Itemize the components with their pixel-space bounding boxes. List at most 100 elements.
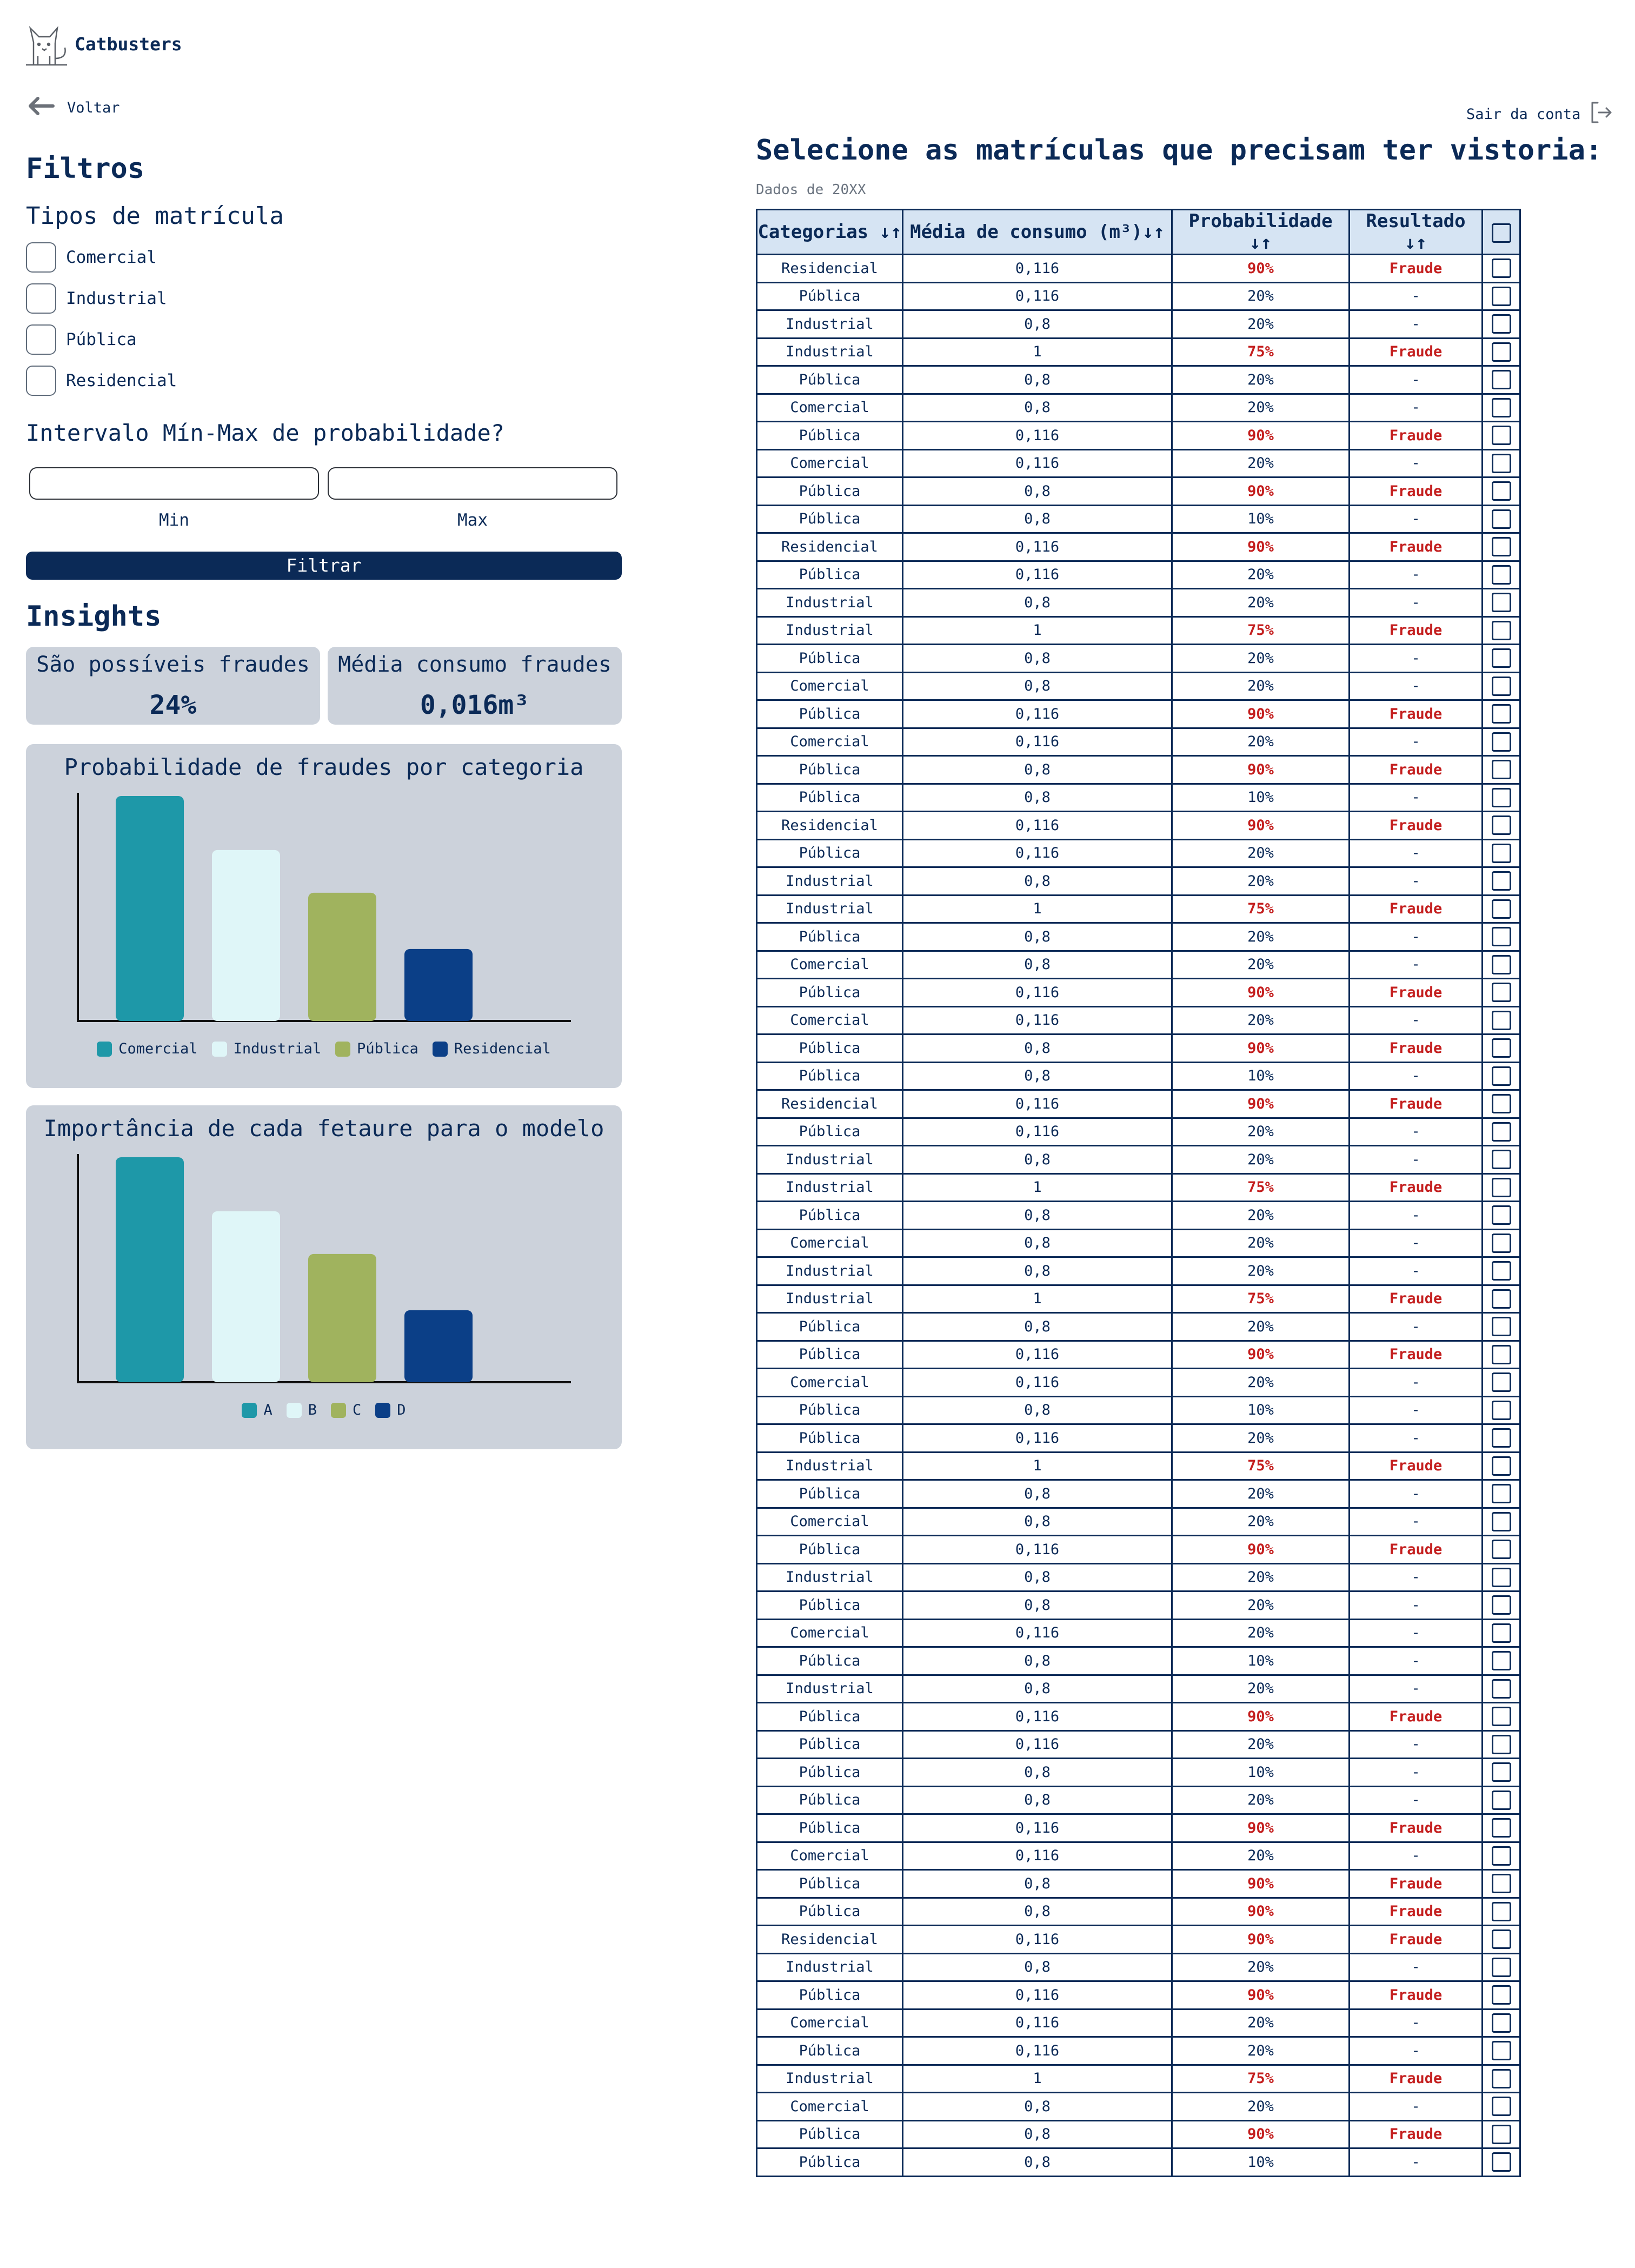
row-checkbox[interactable] bbox=[1491, 1289, 1511, 1309]
row-checkbox[interactable] bbox=[1491, 2152, 1511, 2172]
row-select-cell[interactable] bbox=[1481, 560, 1521, 589]
row-select-cell[interactable] bbox=[1481, 1172, 1521, 1202]
row-checkbox[interactable] bbox=[1491, 2124, 1511, 2144]
select-all-cell[interactable] bbox=[1481, 209, 1521, 255]
filter-option-residencial[interactable]: Residencial bbox=[26, 366, 177, 396]
row-select-cell[interactable] bbox=[1481, 727, 1521, 757]
row-select-cell[interactable] bbox=[1481, 894, 1521, 924]
row-checkbox[interactable] bbox=[1491, 1707, 1511, 1727]
row-select-cell[interactable] bbox=[1481, 1005, 1521, 1035]
row-select-cell[interactable] bbox=[1481, 1423, 1521, 1453]
row-select-cell[interactable] bbox=[1481, 1590, 1521, 1620]
row-select-cell[interactable] bbox=[1481, 1813, 1521, 1843]
row-checkbox[interactable] bbox=[1491, 983, 1511, 1003]
row-checkbox[interactable] bbox=[1491, 1985, 1511, 2005]
column-header-probability[interactable]: Probabilidade ↓↑ bbox=[1171, 209, 1350, 255]
row-checkbox[interactable] bbox=[1491, 426, 1511, 446]
row-select-cell[interactable] bbox=[1481, 2008, 1521, 2038]
row-select-cell[interactable] bbox=[1481, 1061, 1521, 1091]
row-checkbox[interactable] bbox=[1491, 1066, 1511, 1086]
column-header-result[interactable]: Resultado ↓↑ bbox=[1348, 209, 1483, 255]
row-select-cell[interactable] bbox=[1481, 588, 1521, 618]
row-checkbox[interactable] bbox=[1491, 1038, 1511, 1058]
row-select-cell[interactable] bbox=[1481, 1952, 1521, 1982]
row-checkbox[interactable] bbox=[1491, 1846, 1511, 1866]
row-select-cell[interactable] bbox=[1481, 393, 1521, 422]
row-checkbox[interactable] bbox=[1491, 927, 1511, 947]
row-select-cell[interactable] bbox=[1481, 699, 1521, 729]
row-checkbox[interactable] bbox=[1491, 342, 1511, 362]
row-select-cell[interactable] bbox=[1481, 254, 1521, 283]
checkbox[interactable] bbox=[26, 242, 56, 273]
row-checkbox[interactable] bbox=[1491, 1261, 1511, 1281]
row-checkbox[interactable] bbox=[1491, 1317, 1511, 1337]
row-checkbox[interactable] bbox=[1491, 760, 1511, 780]
checkbox[interactable] bbox=[26, 324, 56, 355]
row-checkbox[interactable] bbox=[1491, 314, 1511, 334]
row-checkbox[interactable] bbox=[1491, 2097, 1511, 2117]
row-checkbox[interactable] bbox=[1491, 1150, 1511, 1170]
row-select-cell[interactable] bbox=[1481, 811, 1521, 840]
row-select-cell[interactable] bbox=[1481, 1729, 1521, 1759]
row-select-cell[interactable] bbox=[1481, 2036, 1521, 2066]
row-select-cell[interactable] bbox=[1481, 309, 1521, 339]
row-checkbox[interactable] bbox=[1491, 2013, 1511, 2033]
row-select-cell[interactable] bbox=[1481, 1451, 1521, 1481]
row-select-cell[interactable] bbox=[1481, 1145, 1521, 1175]
row-checkbox[interactable] bbox=[1491, 1790, 1511, 1810]
row-checkbox[interactable] bbox=[1491, 1567, 1511, 1587]
row-checkbox[interactable] bbox=[1491, 1734, 1511, 1754]
row-select-cell[interactable] bbox=[1481, 532, 1521, 562]
row-select-cell[interactable] bbox=[1481, 281, 1521, 311]
row-select-cell[interactable] bbox=[1481, 504, 1521, 534]
row-select-cell[interactable] bbox=[1481, 448, 1521, 478]
row-select-cell[interactable] bbox=[1481, 1256, 1521, 1286]
row-select-cell[interactable] bbox=[1481, 2064, 1521, 2093]
logout-button[interactable]: Sair da conta bbox=[1466, 101, 1613, 128]
row-checkbox[interactable] bbox=[1491, 1484, 1511, 1504]
row-select-cell[interactable] bbox=[1481, 1702, 1521, 1732]
row-checkbox[interactable] bbox=[1491, 1929, 1511, 1949]
row-checkbox[interactable] bbox=[1491, 1957, 1511, 1977]
row-checkbox[interactable] bbox=[1491, 1901, 1511, 1921]
row-checkbox[interactable] bbox=[1491, 732, 1511, 752]
row-checkbox[interactable] bbox=[1491, 2068, 1511, 2088]
row-checkbox[interactable] bbox=[1491, 1818, 1511, 1838]
row-select-cell[interactable] bbox=[1481, 1674, 1521, 1703]
row-select-cell[interactable] bbox=[1481, 1646, 1521, 1676]
row-select-cell[interactable] bbox=[1481, 866, 1521, 896]
row-select-cell[interactable] bbox=[1481, 1925, 1521, 1954]
row-select-cell[interactable] bbox=[1481, 1535, 1521, 1564]
row-select-cell[interactable] bbox=[1481, 950, 1521, 979]
row-select-cell[interactable] bbox=[1481, 1896, 1521, 1926]
back-button[interactable]: Voltar bbox=[27, 96, 120, 120]
row-select-cell[interactable] bbox=[1481, 337, 1521, 367]
row-checkbox[interactable] bbox=[1491, 1595, 1511, 1615]
column-header-consumption[interactable]: Média de consumo (m³)↓↑ bbox=[902, 209, 1173, 255]
row-select-cell[interactable] bbox=[1481, 1312, 1521, 1342]
row-checkbox[interactable] bbox=[1491, 787, 1511, 807]
filter-option-publica[interactable]: Pública bbox=[26, 324, 137, 355]
row-select-cell[interactable] bbox=[1481, 2119, 1521, 2149]
row-checkbox[interactable] bbox=[1491, 1372, 1511, 1392]
row-checkbox[interactable] bbox=[1491, 815, 1511, 835]
row-select-cell[interactable] bbox=[1481, 1368, 1521, 1397]
row-select-cell[interactable] bbox=[1481, 1507, 1521, 1536]
row-select-cell[interactable] bbox=[1481, 1869, 1521, 1899]
row-select-cell[interactable] bbox=[1481, 1841, 1521, 1871]
column-header-category[interactable]: Categorias ↓↑ bbox=[756, 209, 903, 255]
row-select-cell[interactable] bbox=[1481, 1785, 1521, 1815]
row-checkbox[interactable] bbox=[1491, 1762, 1511, 1782]
row-checkbox[interactable] bbox=[1491, 1511, 1511, 1531]
row-select-cell[interactable] bbox=[1481, 1201, 1521, 1230]
checkbox[interactable] bbox=[26, 283, 56, 314]
row-select-cell[interactable] bbox=[1481, 1618, 1521, 1648]
row-select-cell[interactable] bbox=[1481, 2147, 1521, 2177]
row-checkbox[interactable] bbox=[1491, 1428, 1511, 1448]
row-select-cell[interactable] bbox=[1481, 1562, 1521, 1592]
row-select-cell[interactable] bbox=[1481, 365, 1521, 395]
row-select-cell[interactable] bbox=[1481, 476, 1521, 506]
row-checkbox[interactable] bbox=[1491, 1540, 1511, 1560]
row-checkbox[interactable] bbox=[1491, 1010, 1511, 1030]
row-checkbox[interactable] bbox=[1491, 593, 1511, 613]
